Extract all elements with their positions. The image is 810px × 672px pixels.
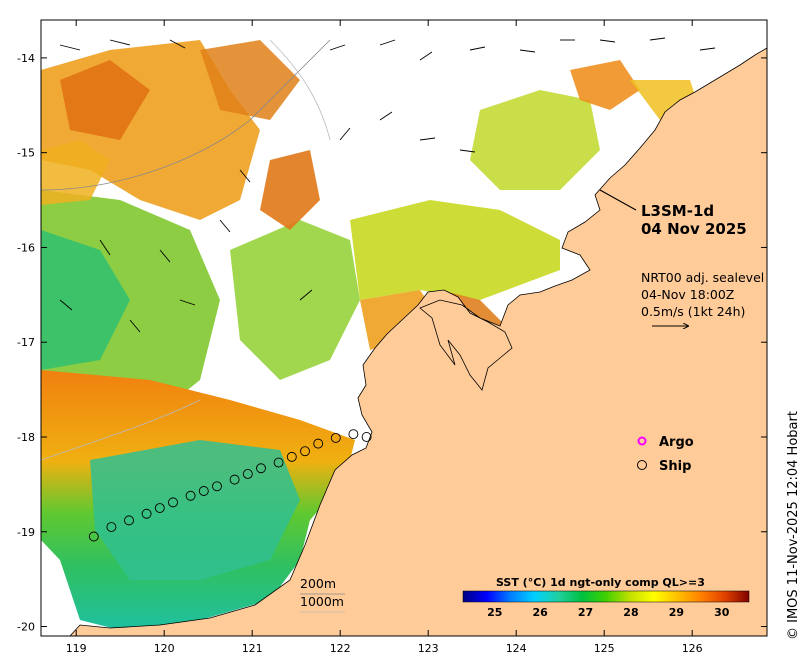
lat-tick-label: -20 [17,621,35,634]
ship-position-marker [330,432,341,443]
isobath-1000m [41,399,201,461]
product-title: L3SM-1d [641,202,714,220]
title-pointer-line [599,189,637,211]
lon-tick-label: 124 [506,642,527,655]
ship-track [88,429,372,542]
argo-marker-icon [637,436,647,446]
ship-position-marker [106,522,117,532]
current-vectors [59,37,716,333]
ship-marker-icon [637,460,647,470]
ship-position-marker [273,457,284,468]
lon-tick-label: 122 [330,642,351,655]
colorbar-tick-label: 27 [578,606,593,619]
argo-legend-label: Argo [659,435,694,450]
lat-tick-label: -14 [17,52,35,65]
isobath-label-200m: 200m [300,576,336,591]
ship-position-marker [185,490,196,501]
colorbar [462,590,750,603]
isobath-200m [41,39,331,191]
sst-field [41,40,700,630]
lat-tick-label: -16 [17,241,35,254]
ship-position-marker [229,474,240,485]
colorbar-ticks: 25 26 27 28 29 30 [487,606,730,619]
ship-position-marker [361,432,372,442]
land-mass [69,20,767,636]
colorbar-tick-label: 25 [487,606,502,619]
lat-tick-label: -15 [17,147,35,160]
lon-tick-label: 126 [682,642,703,655]
lon-tick-label: 120 [154,642,175,655]
lon-tick-label: 125 [594,642,615,655]
current-source-label: NRT00 adj. sealevel [641,270,764,285]
lon-tick-label: 123 [418,642,439,655]
colorbar-tick-label: 29 [669,606,684,619]
plot-frame [40,19,768,637]
ship-position-marker [154,503,165,514]
product-date: 04 Nov 2025 [641,220,747,238]
lat-tick-label: -18 [17,431,35,444]
isobath-label-1000m: 1000m [300,594,344,609]
ship-position-marker [348,429,359,440]
current-time-label: 04-Nov 18:00Z [641,287,734,302]
lon-tick-label: 121 [242,642,263,655]
colorbar-tick-label: 30 [714,606,730,619]
ship-position-marker [124,515,134,526]
ship-position-marker [242,468,253,479]
current-scale-label: 0.5m/s (1kt 24h) [641,304,745,319]
ship-position-marker [141,508,152,519]
lon-tick-label: 119 [66,642,87,655]
latitude-axis: -14 -15 -16 -17 -18 -19 -20 [17,52,767,634]
ship-position-marker [286,451,297,462]
lat-tick-label: -19 [17,526,35,539]
ship-position-marker [198,486,209,496]
lat-tick-label: -17 [17,336,35,349]
colorbar-tick-label: 26 [533,606,549,619]
longitude-axis: 119 120 121 122 123 124 125 126 [66,20,703,655]
colorbar-tick-label: 28 [623,606,638,619]
ship-position-marker [300,446,310,457]
ship-position-marker [168,497,178,508]
ship-legend-label: Ship [659,459,691,474]
credit-text: © IMOS 11-Nov-2025 12:04 Hobart [786,411,801,640]
ship-position-marker [88,531,99,542]
colorbar-title: SST (°C) 1d ngt-only comp QL>=3 [496,576,705,589]
ship-position-marker [313,438,324,449]
ship-position-marker [212,481,222,492]
ship-position-marker [256,463,266,474]
